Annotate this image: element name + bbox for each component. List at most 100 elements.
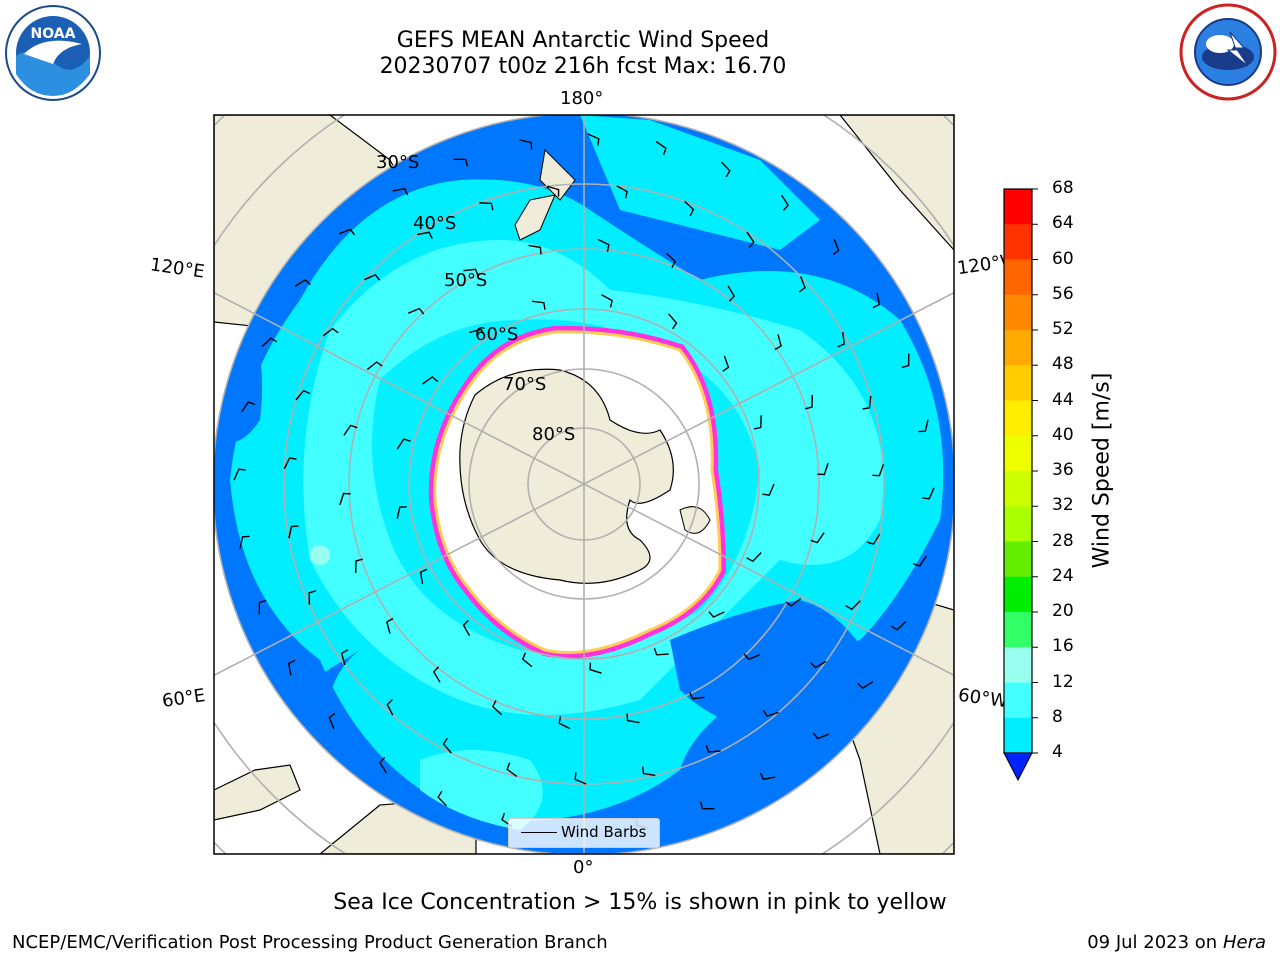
- colorbar-tick-label: 12: [1052, 671, 1074, 692]
- colorbar-band: [1004, 612, 1032, 648]
- colorbar-band: [1004, 189, 1032, 225]
- colorbar-band: [1004, 435, 1032, 472]
- colorbar-tick-label: 24: [1052, 565, 1074, 586]
- wind-barb: [626, 713, 640, 724]
- wind-barb: [392, 187, 409, 196]
- wind-barb: [601, 294, 613, 308]
- wind-barb: [922, 487, 935, 500]
- wind-barb: [668, 313, 678, 330]
- wind-barb: [727, 285, 736, 302]
- wind-barb: [912, 555, 928, 567]
- wind-barb: [479, 202, 494, 211]
- colorbar-tick-label: 56: [1052, 283, 1074, 304]
- graticule: [214, 115, 954, 854]
- sea-ice-caption: Sea Ice Concentration > 15% is shown in …: [333, 890, 947, 915]
- colorbar: [1003, 188, 1038, 782]
- wind-barb: [655, 140, 667, 156]
- wind-barb: [295, 389, 311, 401]
- wind-barb: [233, 468, 246, 481]
- wind-barb: [785, 597, 802, 607]
- colorbar-tick-label: 60: [1052, 248, 1074, 269]
- wind-barb: [364, 273, 381, 281]
- wind-barb: [574, 772, 587, 785]
- wind-barb: [587, 133, 600, 146]
- wind-barb: [798, 276, 806, 293]
- colorbar-tick-label: 4: [1052, 742, 1063, 762]
- wind-barb: [528, 244, 542, 255]
- antarctica: [428, 148, 727, 659]
- wind-barb: [722, 355, 730, 372]
- colorbar-tick-label: 48: [1052, 354, 1074, 375]
- wind-barb: [519, 139, 533, 150]
- colorbar-band: [1004, 647, 1032, 683]
- legend-label: Wind Barbs: [561, 823, 647, 841]
- wind-barbs-legend: Wind Barbs: [508, 818, 660, 848]
- colorbar-band: [1004, 259, 1032, 296]
- colorbar-tick-label: 64: [1052, 213, 1074, 234]
- wind-barb: [366, 361, 383, 371]
- colorbar-extend-arrow: [1003, 752, 1033, 782]
- wind-barb: [699, 801, 715, 810]
- wind-barb: [294, 279, 311, 287]
- map-title: GEFS MEAN Antarctic Wind Speed: [396, 28, 770, 53]
- colorbar-band: [1004, 224, 1032, 260]
- wind-barb: [462, 619, 471, 636]
- wind-barb: [810, 532, 825, 544]
- date-text: 09 Jul 2023 on: [1087, 932, 1223, 953]
- wind-barb: [684, 200, 695, 217]
- map-subtitle: 20230707 t00z 216h fcst Max: 16.70: [379, 54, 787, 79]
- lon-label-0: 0°: [573, 857, 594, 878]
- antarctic-continent: [459, 368, 674, 584]
- wind-barb: [258, 599, 267, 615]
- wind-barb: [762, 483, 775, 496]
- wind-barb: [442, 737, 452, 754]
- wind-barb: [432, 666, 441, 683]
- wind-barb: [339, 492, 351, 506]
- wind-barb: [705, 745, 721, 753]
- wind-barb: [708, 611, 725, 618]
- lat-label-30s: 30°S: [376, 152, 420, 173]
- wind-barb: [546, 185, 560, 197]
- wind-barb: [408, 307, 425, 315]
- colorbar-tick-label: 36: [1052, 460, 1074, 480]
- wind-barb: [288, 525, 299, 539]
- wind-barb: [812, 732, 830, 740]
- colorbar-band: [1004, 541, 1032, 578]
- date-stamp: 09 Jul 2023 on Hera: [1087, 932, 1266, 953]
- colorbar-band: [1004, 506, 1032, 542]
- wind-barb: [753, 415, 762, 430]
- wind-barb: [283, 457, 297, 470]
- wind-barb: [469, 328, 486, 336]
- wind-barb: [453, 158, 469, 167]
- lat-label-70s: 70°S: [503, 374, 547, 395]
- lat-label-60s: 60°S: [475, 324, 519, 345]
- wind-barb: [817, 462, 829, 476]
- wind-barb: [872, 292, 881, 309]
- colorbar-band: [1004, 330, 1032, 366]
- wind-barb: [338, 228, 356, 236]
- wind-barb: [774, 334, 782, 351]
- wind-barb: [419, 568, 428, 585]
- colorbar-band: [1004, 682, 1032, 719]
- wind-barb: [417, 231, 433, 239]
- colorbar-band: [1004, 717, 1032, 754]
- credit-text: NCEP/EMC/Verification Post Processing Pr…: [12, 932, 608, 953]
- wind-barb: [653, 647, 669, 656]
- colorbar-tick-label: 40: [1052, 424, 1074, 445]
- wind-barb: [396, 506, 407, 520]
- wind-band-16-20-patch: [310, 545, 330, 565]
- wind-barb: [857, 681, 874, 689]
- noaa-logo-icon: NOAA: [5, 5, 101, 101]
- wind-barb: [890, 620, 907, 631]
- noaa-logo-text: NOAA: [31, 26, 76, 42]
- wind-barb: [340, 649, 349, 666]
- lat-label-80s: 80°S: [532, 424, 576, 445]
- colorbar-band: [1004, 576, 1032, 613]
- colorbar-tick-label: 16: [1052, 636, 1074, 657]
- legend-line-icon: [521, 832, 557, 833]
- wind-barb: [862, 395, 872, 410]
- colorbar-band: [1004, 400, 1032, 437]
- wind-barb: [901, 353, 910, 369]
- wind-barb: [781, 194, 789, 211]
